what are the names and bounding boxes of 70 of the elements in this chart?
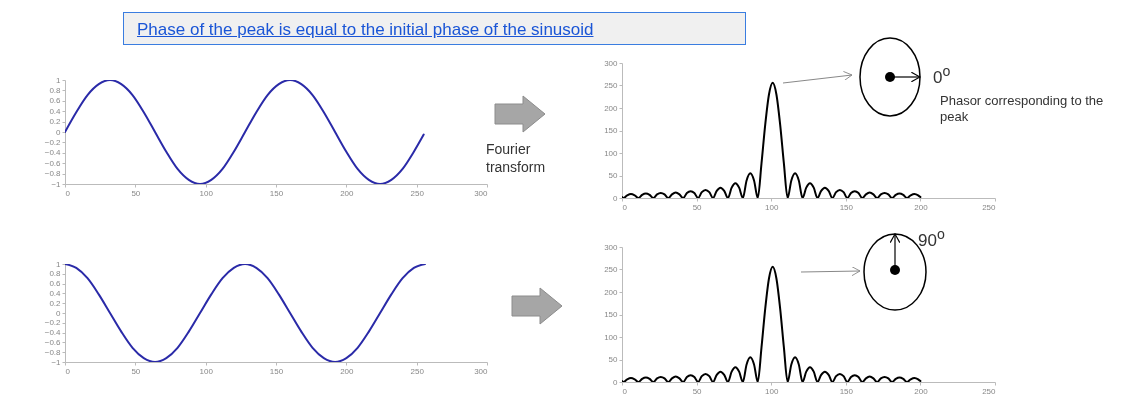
y-tick-label: 200 [604,103,619,113]
line-series [65,80,425,184]
annotation: Fourier transform [486,141,547,176]
x-tick-label: 200 [914,386,929,396]
y-tick-label: 0.8 [49,85,62,95]
x-tick-label: 150 [839,386,854,396]
chart-title: Phase of the peak is equal to the initial phase of the sinusoid [123,12,746,45]
x-tick-label: 150 [269,188,284,198]
line-series [65,264,427,362]
x-tick-label: 150 [839,202,854,212]
y-tick-label: 0 [613,377,619,387]
y-tick-label: 150 [604,310,619,319]
y-tick-label: −0.2 [44,137,62,147]
x-tick-label: 250 [982,202,997,212]
y-tick-label: −0.6 [44,337,62,347]
x-tick-label: 150 [269,366,284,376]
y-tick-label: 100 [604,148,619,158]
x-tick-label: 0 [622,386,628,396]
x-tick-label: 300 [474,188,489,198]
y-tick-label: 0.4 [49,288,62,298]
x-tick-label: 100 [765,202,779,212]
y-tick-label: 250 [604,81,619,90]
x-tick-label: 100 [199,366,214,376]
annotation: 0$^{o}$ [933,63,951,88]
y-tick-label: 0 [56,308,62,318]
y-tick-label: 0.2 [49,117,62,127]
y-tick-label: −0.4 [44,328,62,338]
y-tick-label: 1 [56,75,62,85]
x-tick-label: 200 [340,188,355,198]
x-tick-label: 100 [765,386,779,396]
x-tick-label: 250 [410,188,425,198]
line-series [622,81,922,198]
y-tick-label: 50 [608,171,619,180]
x-tick-label: 50 [131,366,141,376]
y-tick-label: 300 [604,58,619,68]
y-tick-label: 0.4 [49,106,62,116]
x-tick-label: 200 [914,202,929,212]
y-tick-label: 1 [56,259,62,269]
x-tick-label: 300 [474,366,489,376]
y-tick-label: 250 [604,265,619,274]
y-tick-label: 0.6 [49,96,62,106]
x-tick-label: 250 [982,386,997,396]
y-tick-label: 100 [604,332,619,342]
y-tick-label: 0.8 [49,269,62,279]
y-tick-label: −1 [51,179,62,189]
y-tick-label: 300 [604,242,619,252]
y-tick-label: 0 [56,127,62,137]
y-tick-label: −0.2 [44,318,62,328]
annotation: Phasor corresponding to the peak [940,93,1105,126]
y-tick-label: −0.8 [44,169,62,179]
y-tick-label: 150 [604,126,619,135]
y-tick-label: 50 [608,355,619,364]
line-series [622,265,922,382]
x-tick-label: 0 [622,202,628,212]
annotation: 90$^{o}$ [918,226,945,251]
x-tick-label: 250 [410,366,425,376]
x-tick-label: 100 [199,188,214,198]
x-tick-label: 50 [692,202,703,212]
y-tick-label: 200 [604,287,619,297]
y-tick-label: −0.6 [44,158,62,168]
y-tick-label: −0.8 [44,347,62,357]
y-tick-label: −0.4 [44,148,62,158]
x-tick-label: 200 [340,366,355,376]
x-tick-label: 50 [692,386,703,396]
x-tick-label: 50 [131,188,141,198]
y-tick-label: 0.6 [49,279,62,289]
y-tick-label: 0.2 [49,298,62,308]
x-tick-label: 0 [65,366,71,376]
x-tick-label: 0 [65,188,71,198]
y-tick-label: −1 [51,357,62,367]
